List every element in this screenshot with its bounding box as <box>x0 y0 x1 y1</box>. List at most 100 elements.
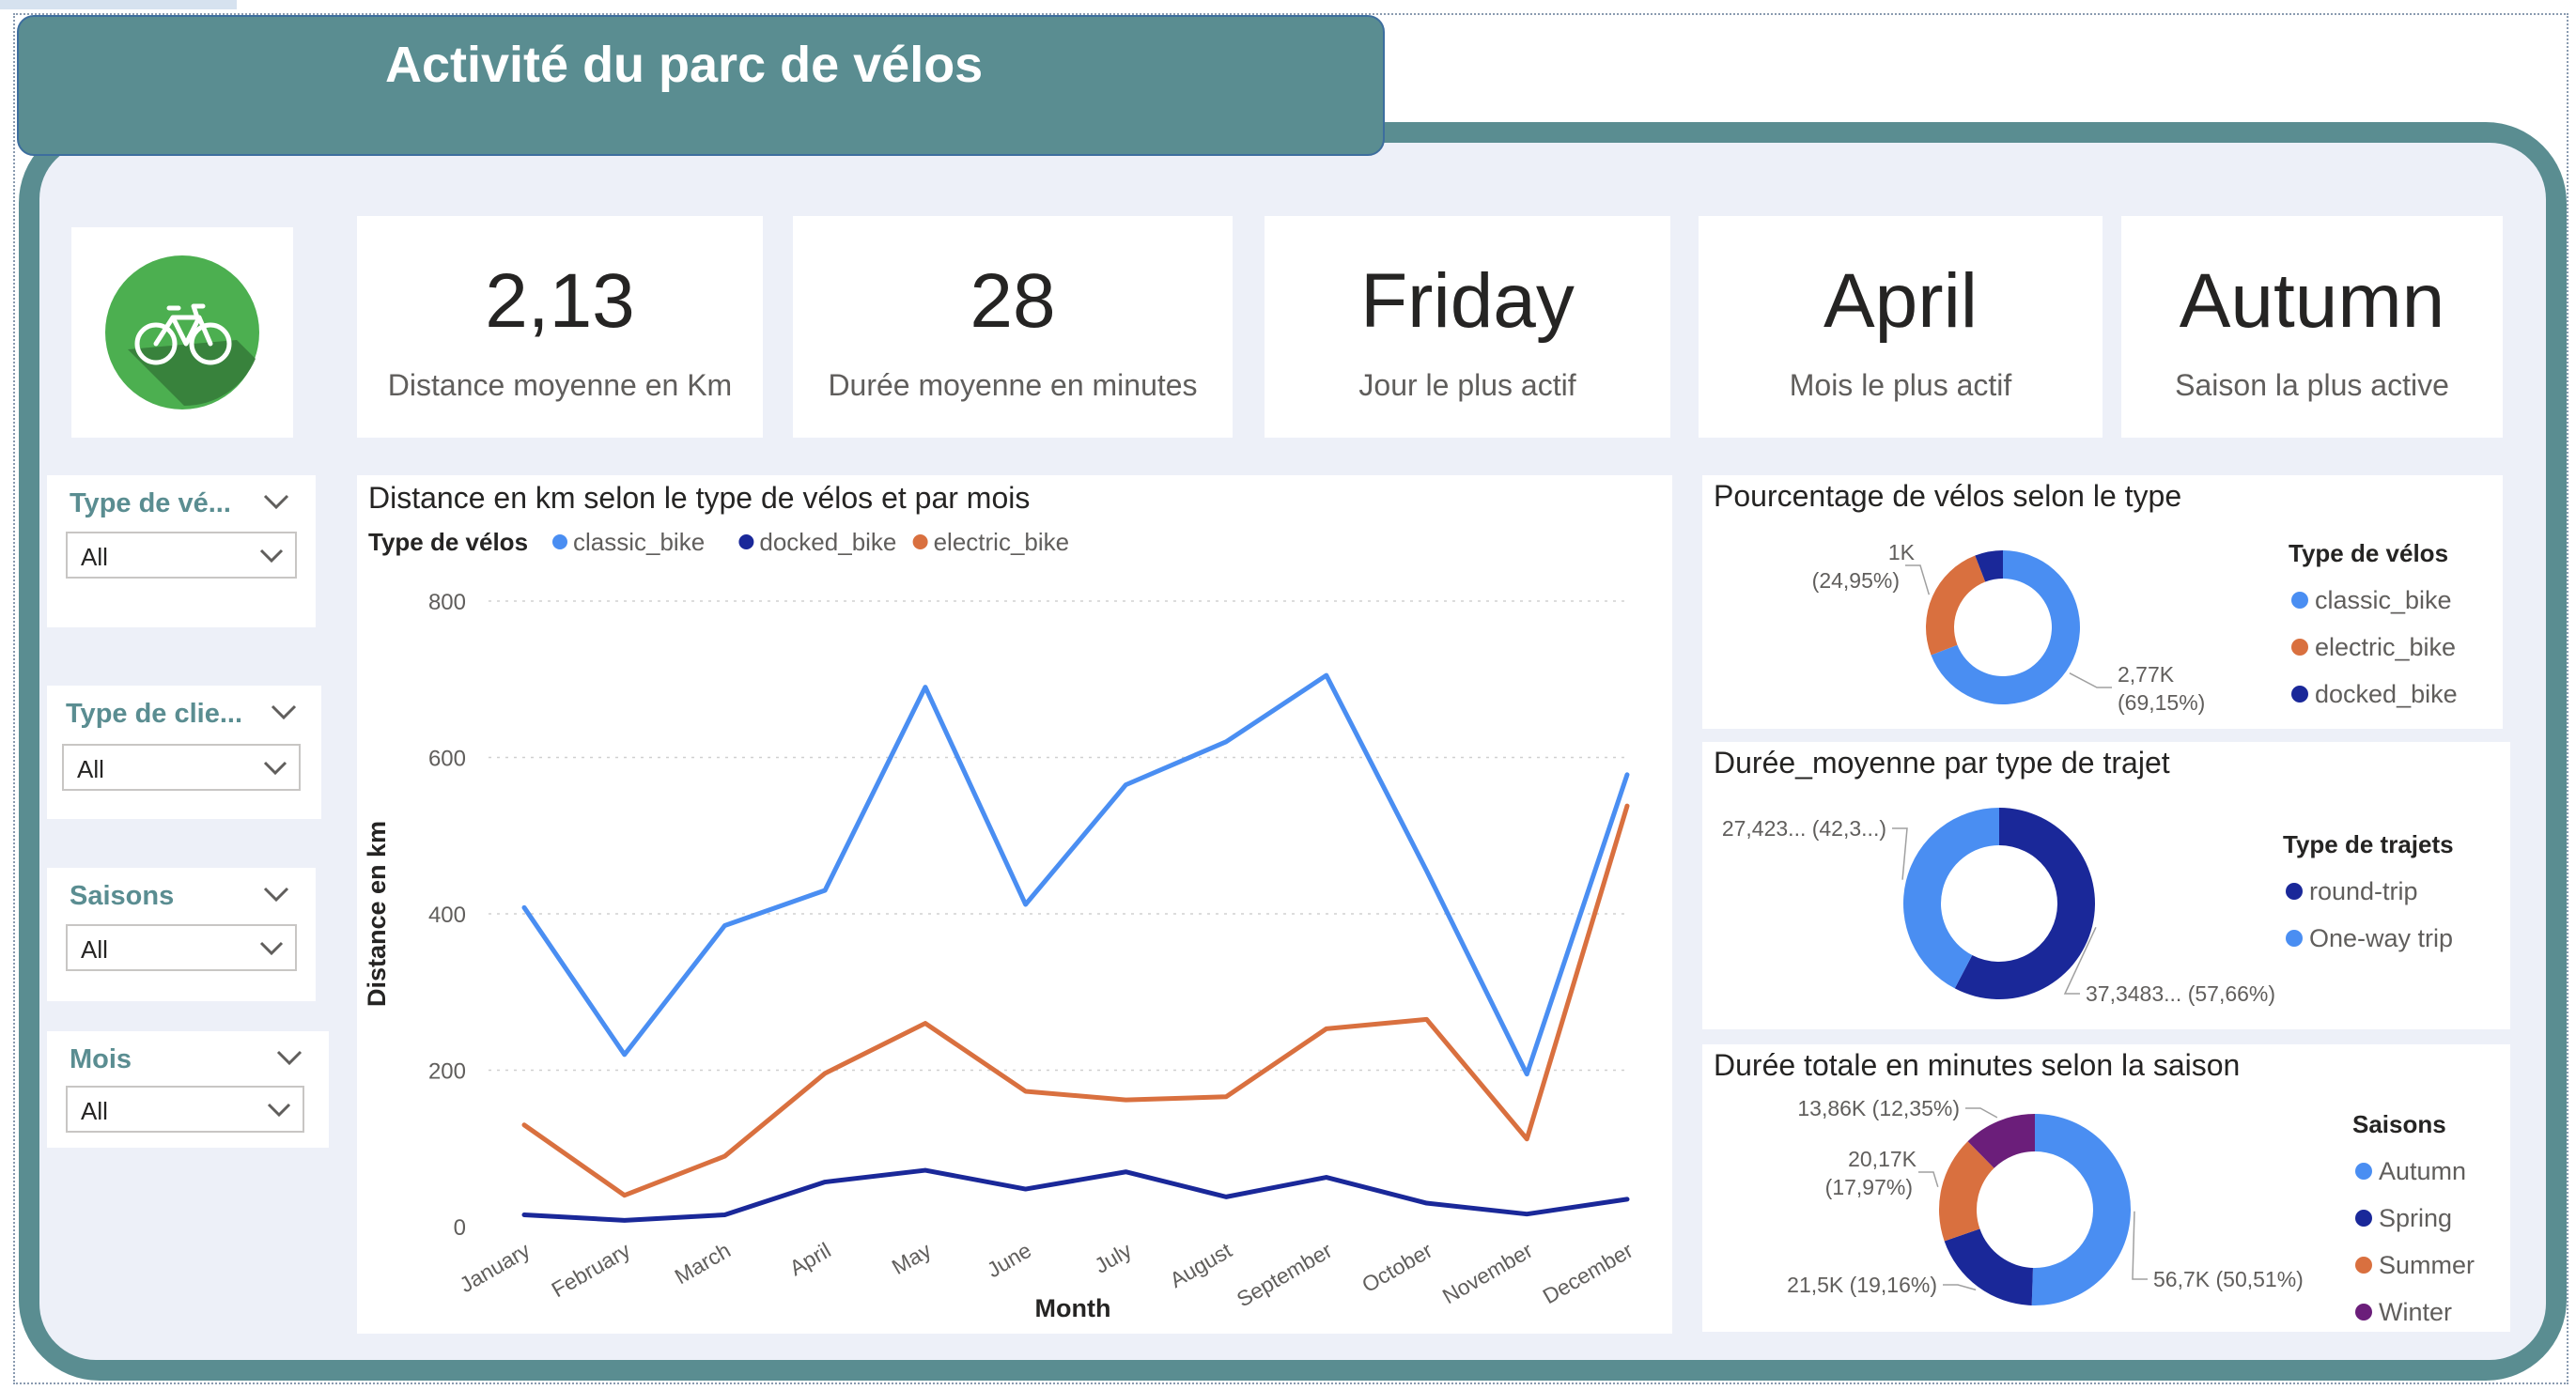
chevron-down-icon <box>259 941 284 956</box>
donut-slice-Winter[interactable] <box>1967 1114 2035 1168</box>
donut-slice-One-way-trip[interactable] <box>1903 808 1999 989</box>
report-canvas-border <box>13 13 2568 1384</box>
data-label: 20,17K <box>1848 1147 1917 1171</box>
legend-item[interactable]: classic_bike <box>2315 586 2452 614</box>
y-tick-label: 200 <box>428 1059 466 1085</box>
legend-item[interactable]: docked_bike <box>759 528 896 556</box>
donut-slice-classic_bike[interactable] <box>1931 550 2080 704</box>
chart-title: Durée_moyenne par type de trajet <box>1714 746 2170 780</box>
trip-type-donut: 37,3483... (57,66%) 27,423... (42,3...) Ty… <box>1722 808 2454 1006</box>
x-tick-label: June <box>983 1238 1035 1282</box>
data-label: 21,5K (19,16%) <box>1787 1273 1937 1297</box>
leader-line <box>1943 1284 1977 1291</box>
leader-line <box>1905 564 1931 595</box>
leader-line <box>2063 926 2097 995</box>
kpi-busiest-month: April Mois le plus actif <box>1699 216 2103 438</box>
x-tick-label: October <box>1358 1238 1436 1298</box>
legend-marker <box>552 534 567 549</box>
series-line-electric_bike[interactable] <box>521 803 1630 1198</box>
x-tick-label: April <box>785 1238 835 1281</box>
x-tick-label: September <box>1233 1238 1337 1312</box>
y-tick-label: 0 <box>454 1215 466 1241</box>
chevron-down-icon[interactable] <box>259 488 293 517</box>
legend-title: Type de vélos <box>2289 539 2448 567</box>
kpi-value: Autumn <box>2179 258 2445 344</box>
seasons-dropdown[interactable]: All <box>66 924 297 971</box>
customer-type-dropdown[interactable]: All <box>62 744 301 791</box>
y-tick-label: 600 <box>428 747 466 772</box>
legend-marker <box>2355 1257 2372 1274</box>
kpi-label: Mois le plus actif <box>1789 368 2012 402</box>
legend-item[interactable]: Spring <box>2379 1204 2452 1232</box>
legend-item[interactable]: Autumn <box>2379 1157 2466 1185</box>
legend-item[interactable]: docked_bike <box>2315 680 2458 708</box>
chevron-down-icon[interactable] <box>259 881 293 909</box>
data-label: 56,7K (50,51%) <box>2153 1267 2304 1291</box>
legend-marker <box>2286 930 2303 947</box>
dropdown-value: All <box>77 755 104 783</box>
legend-item[interactable]: Winter <box>2379 1298 2452 1326</box>
leader-line <box>2069 672 2112 688</box>
legend-marker <box>2355 1304 2372 1320</box>
donut-slice-round-trip[interactable] <box>1954 808 2095 999</box>
dropdown-value: All <box>81 543 108 571</box>
legend-item[interactable]: round-trip <box>2309 877 2418 905</box>
trip-type-donut-card: Durée_moyenne par type de trajet 37,3483… <box>1702 742 2510 1029</box>
logo-card <box>71 227 293 438</box>
donut-slice-Summer[interactable] <box>1939 1141 1994 1242</box>
legend-marker <box>738 534 754 549</box>
chevron-down-icon[interactable] <box>267 699 301 727</box>
kpi-avg-distance: 2,13 Distance moyenne en Km <box>357 216 763 438</box>
donut-slice-Spring[interactable] <box>1944 1228 2033 1305</box>
legend-title: Type de trajets <box>2283 830 2454 858</box>
chevron-down-icon[interactable] <box>272 1044 306 1073</box>
slicer-month: Mois All <box>47 1031 329 1148</box>
legend-item[interactable]: electric_bike <box>2315 633 2456 661</box>
slicer-title: Mois <box>70 1044 132 1074</box>
donut-slice-electric_bike[interactable] <box>1926 555 1986 656</box>
kpi-value: 2,13 <box>485 258 635 344</box>
line-chart-card: Distance en km selon le type de vélos et… <box>357 475 1672 1334</box>
y-axis-label: Distance en km <box>363 821 391 1007</box>
series-line-classic_bike[interactable] <box>521 672 1630 1077</box>
data-label: 2,77K <box>2118 662 2175 687</box>
legend-item[interactable]: electric_bike <box>934 528 1070 556</box>
leader-line <box>1918 1171 1939 1188</box>
top-strip <box>0 0 237 9</box>
slicer-bike-type: Type de vé... All <box>47 475 316 627</box>
kpi-busiest-day: Friday Jour le plus actif <box>1265 216 1670 438</box>
bike-type-dropdown[interactable]: All <box>66 532 297 579</box>
legend-title: Saisons <box>2352 1110 2446 1138</box>
data-label-pct: (24,95%) <box>1812 568 1900 593</box>
kpi-avg-duration: 28 Durée moyenne en minutes <box>793 216 1233 438</box>
legend-item[interactable]: Summer <box>2379 1251 2475 1279</box>
donut-slice-Autumn[interactable] <box>2031 1114 2131 1305</box>
chevron-down-icon <box>263 761 287 776</box>
leader-line <box>1965 1107 1998 1119</box>
distance-line-chart: Type de vélos classic_bike docked_bike elec… <box>363 528 1637 1322</box>
x-tick-label: July <box>1090 1238 1136 1278</box>
x-tick-label: November <box>1438 1238 1537 1309</box>
chevron-down-icon <box>259 548 284 564</box>
legend-marker <box>2291 686 2308 703</box>
data-label-pct: (69,15%) <box>2118 690 2205 715</box>
donut-slice-docked_bike[interactable] <box>1975 550 2003 582</box>
x-tick-label: May <box>888 1238 936 1279</box>
series-line-docked_bike[interactable] <box>521 1167 1630 1223</box>
chart-title: Pourcentage de vélos selon le type <box>1714 479 2182 513</box>
chevron-down-icon <box>267 1103 291 1118</box>
bicycle-icon <box>105 255 259 409</box>
month-dropdown[interactable]: All <box>66 1086 304 1133</box>
x-tick-label: March <box>671 1238 735 1289</box>
legend-item[interactable]: One-way trip <box>2309 924 2453 952</box>
bike-type-donut: 2,77K (69,15%) 1K (24,95%) Type de vélos clas… <box>1812 539 2458 715</box>
legend-item[interactable]: classic_bike <box>573 528 705 556</box>
slicer-title: Type de clie... <box>66 699 243 729</box>
kpi-value: 28 <box>970 258 1056 344</box>
data-label: 37,3483... (57,66%) <box>2086 981 2275 1006</box>
dropdown-value: All <box>81 1097 108 1125</box>
dropdown-value: All <box>81 935 108 964</box>
slicer-customer-type: Type de clie... All <box>47 686 321 819</box>
season-donut: 56,7K (50,51%) 21,5K (19,16%) 20,17K (17,97… <box>1787 1096 2475 1326</box>
kpi-busiest-season: Autumn Saison la plus active <box>2121 216 2503 438</box>
